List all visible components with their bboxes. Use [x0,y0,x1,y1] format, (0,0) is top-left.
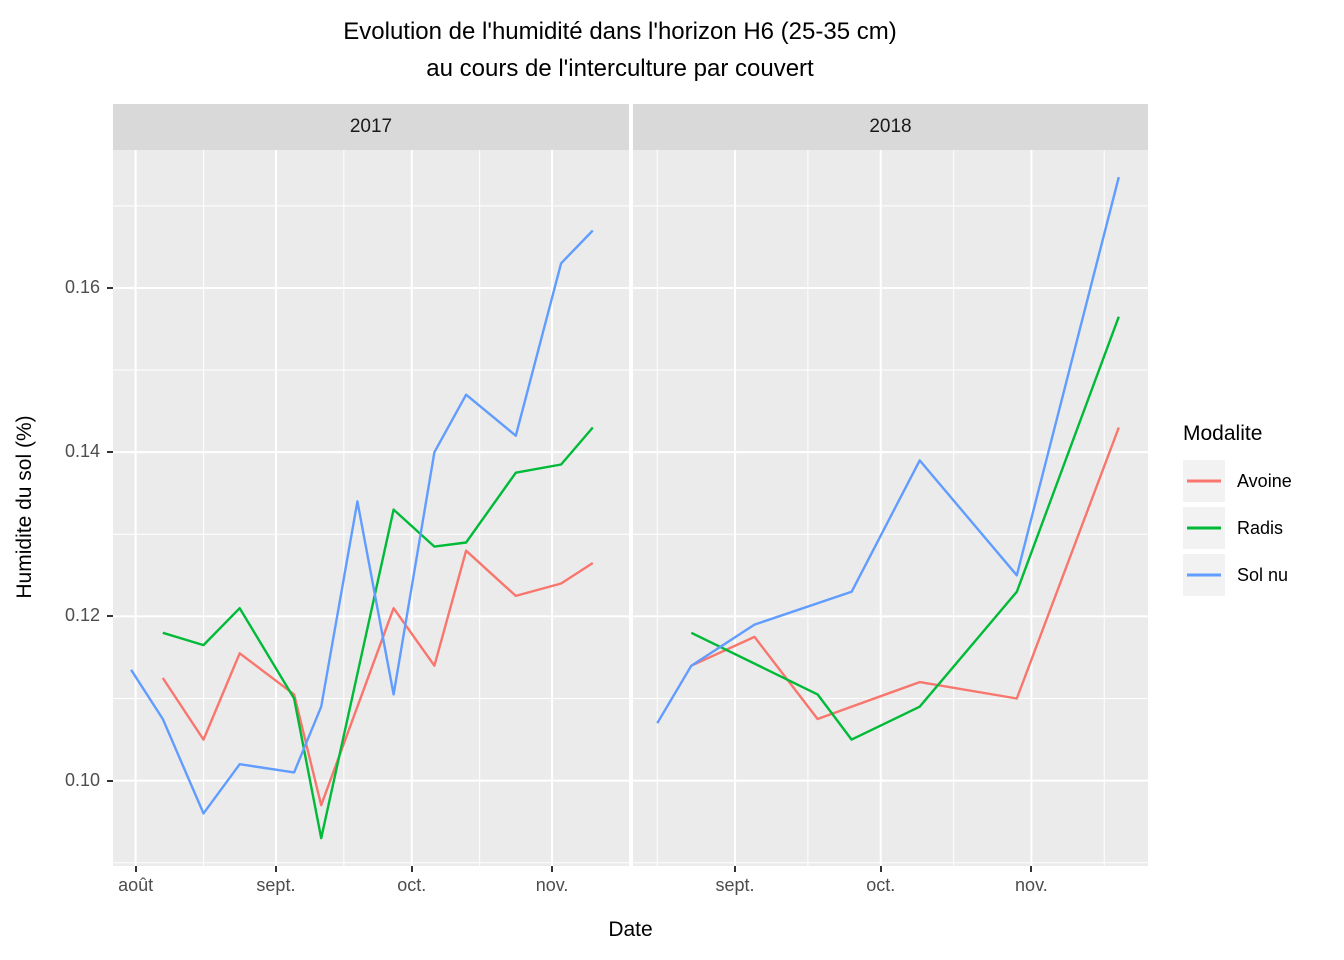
legend-item-radis: Radis [1183,507,1292,549]
x-tick-mark [134,866,137,872]
x-tick-mark [1030,866,1033,872]
series-line-avoine-2017 [161,549,594,807]
chart-title: Evolution de l'humidité dans l'horizon H… [0,13,1240,87]
legend: Modalite Avoine Radis Sol nu [1183,422,1292,601]
series-line-sol-nu-2017 [130,229,594,815]
y-tick-label: 0.12 [64,605,100,626]
y-tick-mark [107,286,113,289]
x-tick-label: oct. [866,875,896,895]
series-line-radis-2018 [690,316,1120,741]
legend-item-label: Avoine [1237,470,1292,491]
facet-panel-2017 [113,150,629,866]
x-tick-mark [551,866,554,872]
x-tick-mark [734,866,737,872]
y-tick-label: 0.16 [64,276,100,297]
y-tick-mark [107,779,113,782]
y-tick-label: 0.14 [64,441,100,462]
y-tick-mark [107,615,113,618]
line-swatch-icon [1187,526,1221,530]
series-line-sol-nu-2018 [656,176,1120,724]
legend-item-label: Radis [1237,517,1284,538]
legend-item-sol-nu: Sol nu [1183,554,1292,596]
facet-strip-2018: 2018 [633,104,1148,150]
legend-title: Modalite [1183,422,1263,445]
legend-item-avoine: Avoine [1183,460,1292,502]
legend-key-sol-nu [1183,554,1225,596]
x-axis-title: Date [608,918,653,941]
x-tick-label: sept. [715,875,755,895]
line-swatch-icon [1187,479,1221,483]
chart-title-line2: au cours de l'interculture par couvert [426,55,814,82]
x-tick-label: oct. [397,875,427,895]
x-tick-mark [410,866,413,872]
x-tick-label: nov. [1015,875,1048,895]
x-tick-mark [879,866,882,872]
facet-panel-2018 [633,150,1148,866]
legend-key-avoine [1183,460,1225,502]
x-tick-label: sept. [256,875,296,895]
facet-strip-label-2017: 2017 [349,116,393,137]
y-tick-mark [107,451,113,454]
x-tick-label: nov. [535,875,569,895]
legend-item-label: Sol nu [1237,564,1289,585]
legend-key-radis [1183,507,1225,549]
facet-strip-label-2018: 2018 [869,116,912,137]
chart-title-line1: Evolution de l'humidité dans l'horizon H… [343,18,897,45]
facet-strip-2017: 2017 [113,104,629,150]
x-tick-label: août [118,875,154,895]
series-line-radis-2017 [162,426,594,840]
x-tick-mark [274,866,277,872]
y-tick-label: 0.10 [64,769,100,790]
series-line-avoine-2018 [690,427,1120,721]
line-swatch-icon [1187,573,1221,577]
